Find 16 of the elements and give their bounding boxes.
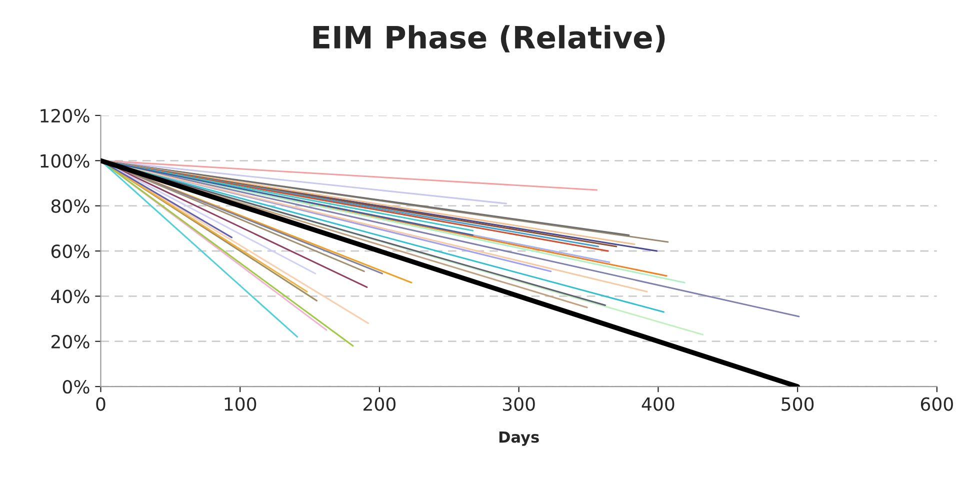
x-tick-label: 100 [224, 397, 256, 411]
y-tick-label: 0% [62, 380, 90, 394]
y-tick-label: 80% [51, 199, 90, 213]
y-tick-label: 60% [51, 244, 90, 258]
y-tick-label: 20% [52, 334, 90, 348]
y-tick-label: 120% [40, 108, 90, 123]
x-tick-label: 0 [96, 397, 106, 411]
x-axis-title: Days [499, 431, 539, 446]
x-tick-label: 600 [920, 397, 953, 411]
x-tick-label: 400 [642, 397, 674, 411]
x-tick-label: 500 [782, 397, 814, 411]
chart-title: EIM Phase (Relative) [314, 25, 665, 52]
y-tick-label: 100% [40, 154, 90, 168]
x-tick-label: 200 [364, 397, 396, 411]
x-tick-label: 300 [502, 397, 535, 411]
y-tick-label: 40% [51, 290, 90, 304]
